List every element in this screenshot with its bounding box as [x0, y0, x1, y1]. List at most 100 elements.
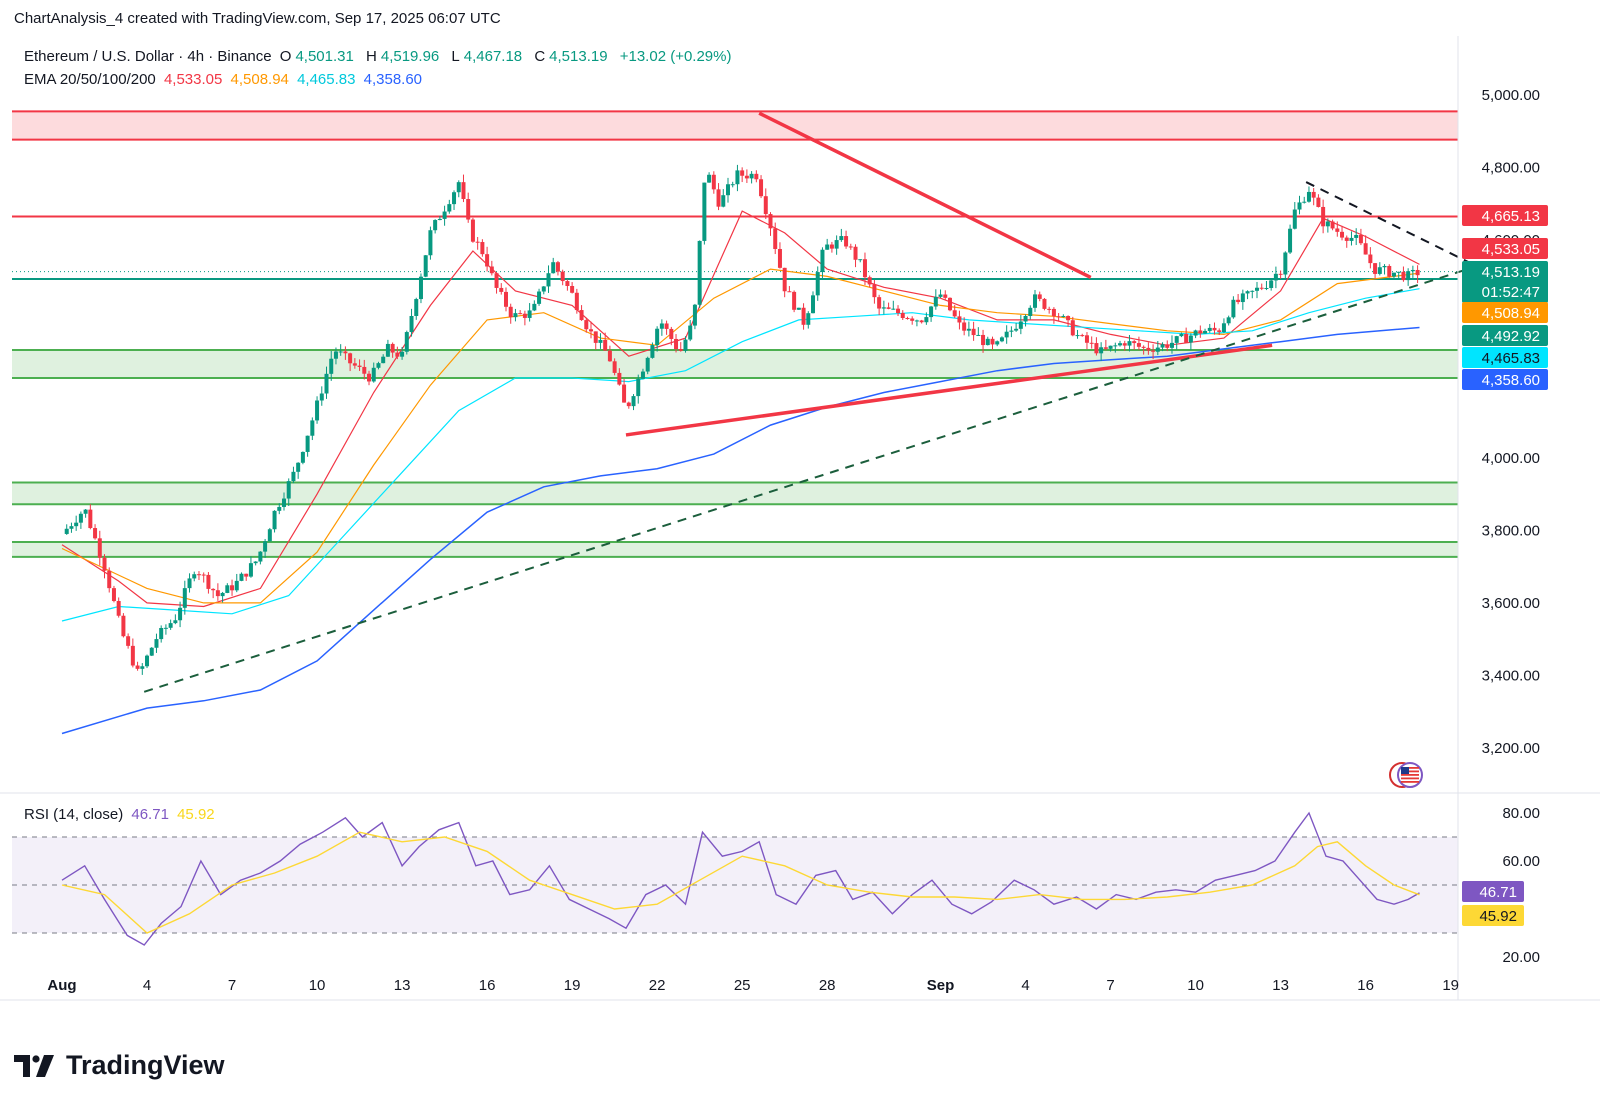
price-zone-3 — [12, 541, 1458, 557]
candle-body-28 — [196, 574, 201, 576]
candle-body-238 — [1188, 335, 1193, 343]
candle-body-9 — [107, 570, 112, 589]
candle-body-41 — [258, 551, 263, 562]
candle-body-32 — [215, 590, 220, 597]
candle-body-75 — [418, 276, 423, 300]
candle-body-90 — [489, 266, 494, 274]
candle-body-43 — [267, 529, 272, 542]
ema50-value: 4,508.94 — [230, 71, 289, 88]
candle-body-184 — [933, 296, 938, 307]
price-label-2: 4,513.19 — [1482, 264, 1540, 281]
candle-body-63 — [362, 366, 367, 374]
candle-body-235 — [1174, 336, 1179, 343]
rsi-ma-line — [61, 831, 1420, 934]
candle-body-55 — [324, 373, 329, 394]
candle-body-46 — [281, 498, 286, 507]
price-label-4: 4,492.92 — [1482, 328, 1540, 345]
candle-body-104 — [555, 262, 560, 272]
time-tick-5: 16 — [479, 977, 496, 994]
candle-body-17 — [145, 655, 150, 667]
candle-body-8 — [102, 557, 107, 571]
price-label-bg-1 — [1462, 238, 1548, 259]
ema-line-2 — [61, 268, 1420, 604]
candle-body-263 — [1306, 191, 1311, 202]
candle-body-34 — [225, 585, 230, 593]
candle-body-108 — [574, 292, 579, 311]
candle-body-169 — [862, 259, 867, 278]
candle-body-26 — [187, 578, 192, 589]
candle-body-12 — [121, 615, 126, 637]
candle-body-274 — [1358, 234, 1363, 244]
candle-body-106 — [565, 281, 570, 286]
candle-body-111 — [589, 329, 594, 332]
price-tick-4: 3,800.00 — [1482, 522, 1540, 539]
candle-body-139 — [721, 195, 726, 207]
candle-body-265 — [1316, 197, 1321, 207]
price-label-1: 4,533.05 — [1482, 241, 1540, 258]
rsi-label-bg-1 — [1462, 905, 1524, 926]
candle-body-187 — [947, 297, 952, 311]
candle-body-278 — [1377, 267, 1382, 274]
candle-body-224 — [1122, 343, 1127, 346]
candle-body-59 — [343, 351, 348, 354]
candle-body-107 — [570, 285, 575, 293]
rsi-label-bg-0 — [1462, 881, 1524, 902]
candle-body-205 — [1033, 294, 1038, 308]
candle-body-124 — [650, 345, 655, 358]
candle-body-19 — [154, 639, 159, 648]
candle-body-222 — [1113, 345, 1118, 347]
candle-body-259 — [1288, 228, 1293, 253]
candle-body-80 — [442, 211, 447, 219]
candle-body-168 — [858, 259, 863, 261]
candle-body-50 — [300, 451, 305, 463]
candle-body-230 — [1151, 350, 1156, 352]
candle-body-128 — [669, 328, 674, 339]
candle-body-25 — [182, 588, 187, 608]
low-label: L — [451, 48, 460, 65]
candle-body-65 — [371, 367, 376, 382]
candle-body-271 — [1344, 237, 1349, 241]
candle-body-87 — [475, 241, 480, 243]
candle-body-122 — [640, 371, 645, 379]
flag-stripe-3 — [1401, 777, 1419, 780]
candle-body-115 — [607, 350, 612, 362]
candle-body-109 — [579, 310, 584, 321]
candle-body-21 — [163, 627, 168, 629]
candle-body-201 — [1014, 328, 1019, 331]
candle-body-239 — [1193, 330, 1198, 336]
candle-body-112 — [593, 331, 598, 343]
high-label: H — [366, 48, 377, 65]
candle-body-136 — [707, 174, 712, 183]
candle-body-281 — [1391, 272, 1396, 277]
tradingview-brand[interactable]: TradingView — [14, 1050, 225, 1081]
brand-name: TradingView — [66, 1050, 225, 1080]
candle-body-77 — [428, 230, 433, 256]
candle-body-206 — [1037, 294, 1042, 299]
candle-body-22 — [168, 623, 173, 628]
candle-body-270 — [1340, 231, 1345, 238]
candle-body-163 — [834, 240, 839, 249]
candle-body-227 — [1136, 343, 1141, 347]
candle-body-276 — [1368, 254, 1373, 264]
candle-body-221 — [1108, 345, 1113, 349]
candle-body-105 — [560, 271, 565, 282]
candle-body-233 — [1165, 344, 1170, 348]
candle-body-231 — [1155, 347, 1160, 352]
candle-body-164 — [839, 236, 844, 241]
candle-body-191 — [966, 328, 971, 331]
candle-body-10 — [111, 588, 116, 602]
chart-canvas[interactable]: 5,000.004,800.004,600.004,000.003,800.00… — [0, 0, 1600, 1050]
candle-body-195 — [985, 338, 990, 346]
candle-body-81 — [447, 204, 452, 212]
candle-body-14 — [130, 645, 135, 666]
price-tick-7: 3,200.00 — [1482, 740, 1540, 757]
candle-body-242 — [1207, 327, 1212, 331]
candle-body-244 — [1217, 330, 1222, 333]
candle-body-61 — [352, 363, 357, 366]
candle-body-229 — [1146, 347, 1151, 351]
candle-body-159 — [815, 272, 820, 296]
candle-body-154 — [792, 291, 797, 310]
candle-body-254 — [1264, 287, 1269, 289]
candle-body-249 — [1240, 293, 1245, 303]
symbol-title: Ethereum / U.S. Dollar · 4h · Binance — [24, 48, 272, 65]
